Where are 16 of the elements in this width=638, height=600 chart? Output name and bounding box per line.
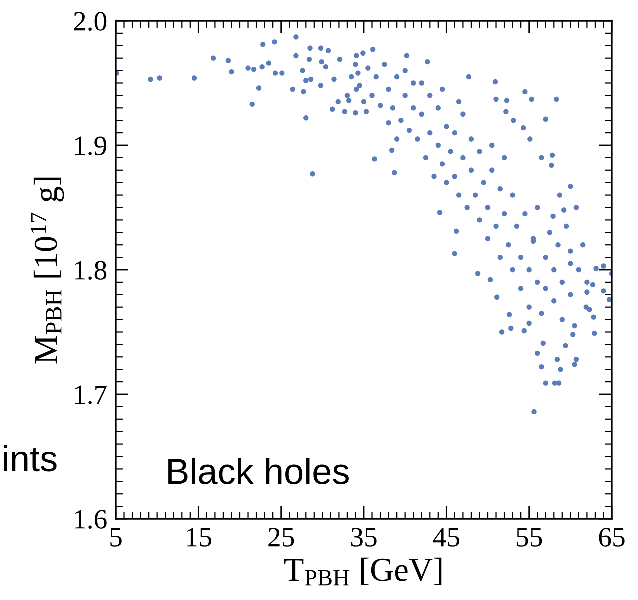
x-axis-title: T$_{PBH}$ [GeV] (284, 558, 442, 586)
x-tick-label: 45 (433, 528, 460, 547)
x-tick-label: 35 (351, 528, 377, 547)
x-tick-label: 55 (517, 528, 542, 547)
text: ints (4, 445, 57, 472)
y-tick-label: 1.8 (75, 261, 107, 280)
x-tick-label: 15 (187, 528, 212, 547)
x-tick-label: 5 (110, 528, 122, 547)
y-tick-label: 1.7 (75, 386, 107, 405)
annotation: Black holes (168, 458, 349, 484)
y-tick-label: 1.6 (75, 510, 107, 530)
y-tick-label: 1.9 (75, 136, 107, 156)
y-axis-title: M$_{PBH}$ [10$^{17}$ g] (30, 178, 64, 364)
x-tick-label: 65 (599, 528, 625, 547)
x-tick-label: 25 (268, 528, 294, 547)
y-tick-label: 2.0 (74, 12, 107, 32)
